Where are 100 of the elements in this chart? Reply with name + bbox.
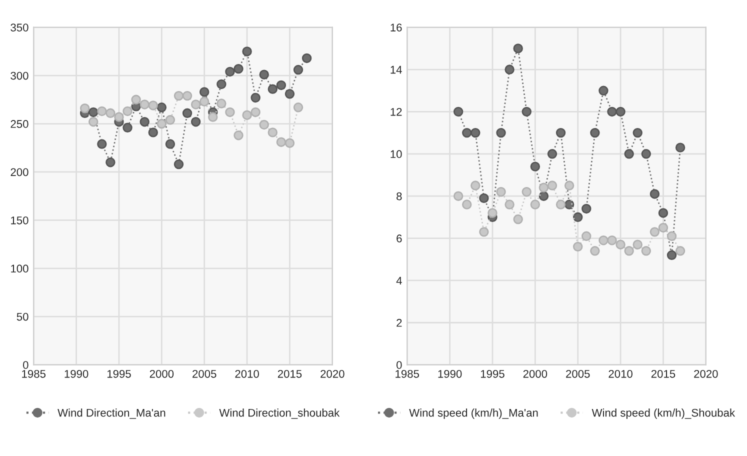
point [538, 182, 549, 193]
point [165, 115, 176, 125]
point [182, 108, 192, 118]
x-tick-label: 2005 [566, 370, 590, 378]
point [106, 108, 116, 118]
point [650, 189, 660, 199]
x-tick-label: 2005 [192, 370, 216, 378]
point [479, 193, 489, 204]
y-tick-label: 300 [10, 72, 28, 80]
y-tick-label: 4 [396, 276, 402, 284]
point [276, 80, 286, 90]
point [131, 94, 141, 105]
point [607, 236, 617, 246]
point [216, 98, 226, 108]
point [582, 204, 592, 214]
point [122, 106, 132, 116]
point [496, 128, 506, 138]
point [259, 120, 269, 130]
point [564, 180, 574, 190]
point [624, 246, 634, 256]
point [470, 128, 480, 138]
point [284, 89, 295, 99]
y-tick-label: 350 [10, 24, 28, 32]
point [216, 79, 226, 90]
point [530, 200, 540, 210]
point [522, 187, 532, 197]
legend-label: Wind Direction_Ma'an [58, 408, 166, 419]
point [88, 116, 98, 127]
point [641, 149, 652, 159]
legend-label: Wind Direction_shoubak [219, 408, 340, 419]
point [624, 149, 634, 159]
point [199, 96, 210, 106]
x-tick-label: 2020 [320, 370, 344, 378]
x-tick-label: 2010 [608, 370, 632, 378]
point [582, 231, 592, 242]
point [156, 102, 167, 112]
point [462, 200, 472, 210]
point [556, 200, 566, 210]
point [658, 208, 668, 218]
x-tick-label: 2000 [523, 370, 548, 378]
point [165, 139, 176, 149]
point [242, 46, 252, 56]
point [225, 66, 235, 77]
point [538, 191, 549, 201]
x-tick-label: 2015 [278, 370, 302, 378]
point [148, 100, 158, 110]
y-tick-label: 10 [390, 150, 402, 158]
point [174, 90, 184, 101]
y-tick-label: 100 [11, 264, 28, 273]
point [590, 246, 600, 256]
point [488, 208, 498, 218]
point [250, 107, 260, 118]
point [140, 100, 150, 110]
point [632, 240, 642, 250]
point [641, 246, 652, 256]
point [302, 53, 312, 64]
y-tick-label: 0 [23, 361, 28, 369]
point [598, 236, 608, 246]
point [293, 102, 304, 112]
point [572, 242, 583, 252]
y-tick-label: 0 [396, 361, 402, 369]
point [462, 128, 472, 138]
point [616, 106, 626, 117]
point [666, 250, 677, 260]
legend-label: Wind speed (km/h)_Shoubak [592, 408, 736, 419]
point [547, 149, 558, 159]
point [675, 246, 686, 256]
x-tick-label: 1990 [64, 370, 88, 378]
point [607, 106, 617, 117]
x-tick-label: 2020 [694, 370, 718, 378]
point [572, 212, 583, 222]
point [504, 200, 514, 210]
point [268, 84, 278, 94]
point [598, 86, 608, 96]
y-tick-label: 150 [11, 216, 28, 224]
point [496, 187, 506, 197]
point [114, 112, 124, 122]
point [284, 138, 295, 148]
x-tick-label: 2015 [651, 370, 676, 378]
point [199, 87, 210, 97]
x-tick-label: 1985 [22, 370, 46, 378]
y-tick-label: 2 [396, 318, 402, 327]
point [666, 231, 677, 242]
y-tick-label: 16 [390, 24, 402, 32]
point [208, 112, 218, 122]
point [174, 159, 184, 170]
point [88, 107, 98, 118]
x-tick-label: 1990 [438, 370, 462, 378]
point [293, 64, 304, 75]
y-tick-label: 14 [390, 66, 402, 74]
point [148, 128, 158, 138]
point [225, 107, 235, 118]
point [616, 240, 626, 250]
point [530, 162, 540, 172]
y-tick-label: 12 [390, 108, 402, 116]
x-tick-label: 2000 [150, 370, 174, 378]
point [632, 128, 642, 138]
point [190, 116, 201, 127]
point [140, 116, 150, 127]
point [106, 157, 116, 168]
